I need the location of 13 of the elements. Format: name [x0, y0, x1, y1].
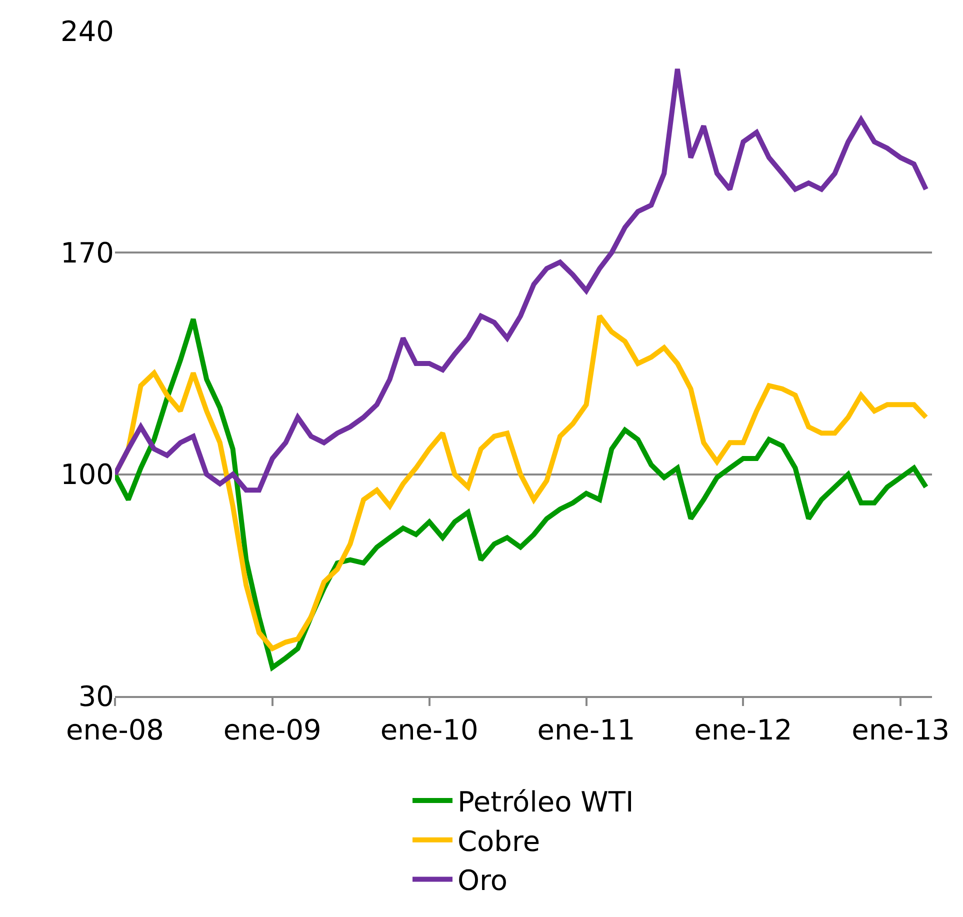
- x-tick-label: ene-12: [694, 714, 792, 747]
- x-tick-label: ene-08: [66, 714, 164, 747]
- x-tick-label: ene-13: [852, 714, 950, 747]
- legend-label: Oro: [458, 864, 508, 898]
- y-tick-label: 170: [60, 236, 114, 270]
- legend-label: Petróleo WTI: [458, 785, 634, 818]
- x-tick-label: ene-09: [223, 714, 322, 747]
- y-tick-label: 100: [60, 458, 114, 492]
- y-tick-label: 240: [60, 14, 114, 48]
- y-tick-label: 30: [78, 680, 114, 713]
- x-tick-label: ene-10: [380, 714, 478, 747]
- legend-label: Cobre: [458, 824, 540, 858]
- x-tick-label: ene-11: [537, 714, 636, 747]
